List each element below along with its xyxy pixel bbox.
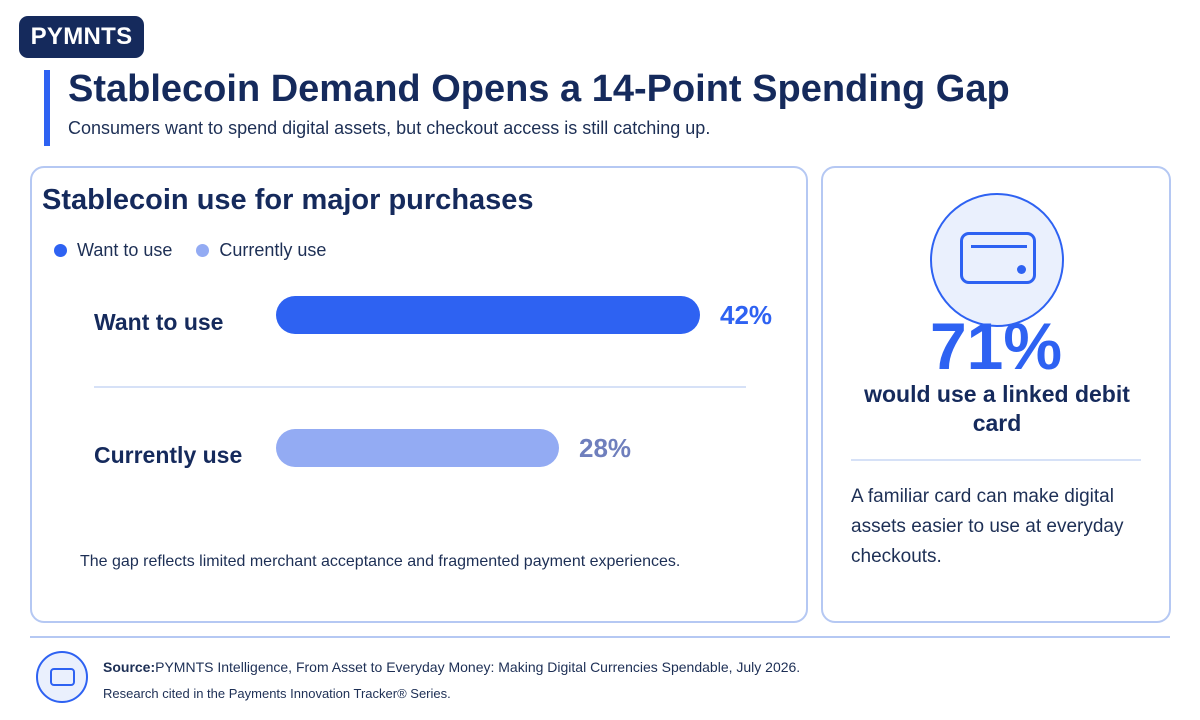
footer-icon-circle <box>36 651 88 703</box>
stat-value: 71% <box>929 309 1063 383</box>
bar-value-label: 28% <box>579 433 632 463</box>
card-stripe <box>971 245 1027 248</box>
legend-item-want: Want to use <box>54 240 172 261</box>
credit-card-icon <box>960 232 1036 284</box>
legend-item-current: Currently use <box>196 240 326 261</box>
bar-divider <box>94 386 746 388</box>
stat-panel: 71% would use a linked debit card A fami… <box>821 166 1171 623</box>
chart-legend: Want to use Currently use <box>54 240 350 261</box>
bar-value-label: 42% <box>720 300 773 330</box>
footer-divider <box>30 636 1170 638</box>
legend-label-want: Want to use <box>77 240 173 260</box>
chart-panel: Stablecoin use for major purchases Want … <box>30 166 808 623</box>
source-citation: Source:PYMNTS Intelligence, From Asset t… <box>103 659 800 675</box>
source-label: Source: <box>103 659 156 675</box>
stat-divider <box>851 459 1141 461</box>
brand-logo: PYMNTS <box>19 16 144 58</box>
card-icon <box>50 668 75 686</box>
bar-category-label: Want to use <box>94 309 224 335</box>
legend-label-current: Currently use <box>219 240 327 260</box>
bar-want-to-use <box>276 296 700 334</box>
card-chip-dot <box>1017 265 1026 274</box>
research-note: Research cited in the Payments Innovatio… <box>103 686 451 701</box>
bar-category-label: Currently use <box>94 442 243 468</box>
chart-title: Stablecoin use for major purchases <box>42 184 534 216</box>
title-accent-bar <box>44 70 50 146</box>
chart-note: The gap reflects limited merchant accept… <box>80 553 681 570</box>
source-text: PYMNTS Intelligence, From Asset to Every… <box>155 659 801 675</box>
legend-swatch-current <box>196 244 210 257</box>
stat-detail: A familiar card can make digital assets … <box>851 486 1124 567</box>
stat-icon-circle <box>930 193 1064 327</box>
page-title: Stablecoin Demand Opens a 14-Point Spend… <box>68 68 1010 110</box>
legend-swatch-want <box>54 244 67 257</box>
page-subtitle: Consumers want to spend digital assets, … <box>68 118 711 138</box>
stat-caption: would use a linked debit card <box>864 381 1130 436</box>
bar-currently-use <box>276 429 559 467</box>
